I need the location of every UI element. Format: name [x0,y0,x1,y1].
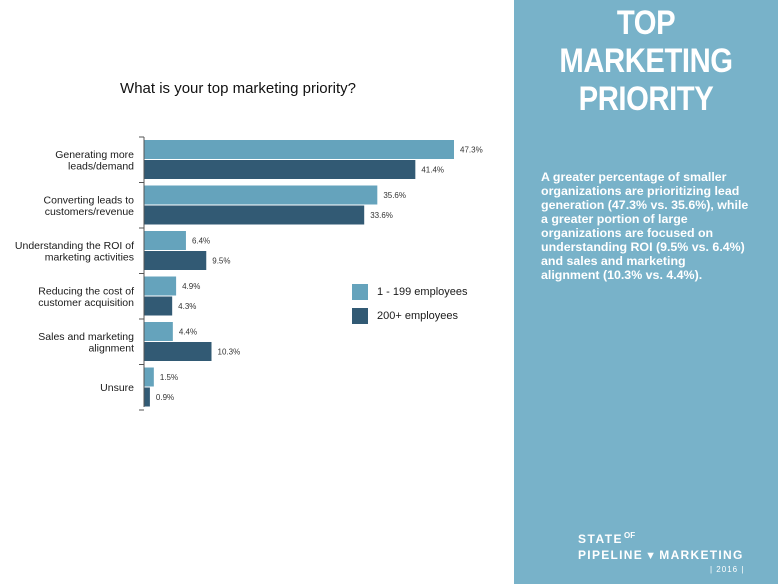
bar-small [144,367,154,387]
bar-small [144,231,186,250]
brand-state: STATE [578,532,624,546]
bar-small [144,322,173,341]
funnel-icon: ▼ [645,550,658,562]
bar-small [144,185,378,205]
summary-panel: TOP MARKETING PRIORITY A greater percent… [514,0,778,584]
category-label: marketing activities [45,251,134,263]
category-label: customers/revenue [45,206,134,218]
panel-body-line: a greater portion of large [541,212,688,226]
panel-body-line: A greater percentage of smaller [541,170,727,184]
bar-value-label: 4.3% [178,302,196,311]
brand-year: | 2016 | [710,565,745,574]
panel-body-text: A greater percentage of smaller organizat… [541,170,778,282]
category-label: alignment [88,342,134,354]
bar-large [144,342,212,361]
category-label: Reducing the cost of [38,285,134,297]
chart-legend: 1 - 199 employees 200+ employees [352,284,468,332]
legend-item-small: 1 - 199 employees [352,284,468,300]
category-label: Sales and marketing [38,331,134,343]
brand-logo: STATE OF PIPELINE ▼ MARKETING | 2016 | [574,531,774,576]
legend-item-large: 200+ employees [352,308,468,324]
category-label: Understanding the ROI of [15,240,134,252]
bar-value-label: 47.3% [460,146,483,155]
brand-pipeline-marketing: PIPELINE ▼ MARKETING [578,548,744,562]
category-label: customer acquisition [38,297,134,309]
bar-large [144,251,207,270]
bar-value-label: 41.4% [421,166,444,175]
brand-pipeline: PIPELINE [578,548,644,562]
panel-body-line: alignment (10.3% vs. 4.4%). [541,268,703,282]
legend-swatch-small [352,284,368,300]
bar-value-label: 33.6% [370,211,393,220]
panel-heading: TOP MARKETING PRIORITY [532,4,759,118]
bar-small [144,276,177,296]
bar-value-label: 1.5% [160,373,178,382]
bar-large [144,205,365,225]
category-label: Generating more [55,149,134,161]
bar-large [144,160,416,179]
bar-large [144,387,150,407]
brand-marketing: MARKETING [659,548,744,562]
bar-small [144,140,454,159]
bar-value-label: 10.3% [218,348,241,357]
bar-large [144,296,173,316]
bar-value-label: 4.4% [179,328,197,337]
panel-body-line: organizations are prioritizing lead [541,184,740,198]
bar-value-label: 4.9% [182,282,200,291]
category-label: leads/demand [68,160,134,172]
bar-value-label: 35.6% [383,191,406,200]
brand-of: OF [624,531,636,540]
legend-label-large: 200+ employees [377,310,459,322]
panel-body-line: understanding ROI (9.5% vs. 6.4%) [541,240,745,254]
bar-value-label: 0.9% [156,393,174,402]
category-label: Converting leads to [44,194,135,206]
panel-heading-line-1: TOP MARKETING [559,4,733,80]
panel-body-line: and sales and marketing [541,254,686,268]
legend-swatch-large [352,308,368,324]
bar-value-label: 6.4% [192,237,210,246]
legend-label-small: 1 - 199 employees [377,286,468,298]
chart-title: What is your top marketing priority? [120,80,356,97]
panel-heading-line-2: PRIORITY [578,80,714,118]
panel-body-line: organizations are focused on [541,226,714,240]
category-label: Unsure [100,382,134,394]
panel-body-line: generation (47.3% vs. 35.6%), while [541,198,749,212]
bar-value-label: 9.5% [212,257,230,266]
